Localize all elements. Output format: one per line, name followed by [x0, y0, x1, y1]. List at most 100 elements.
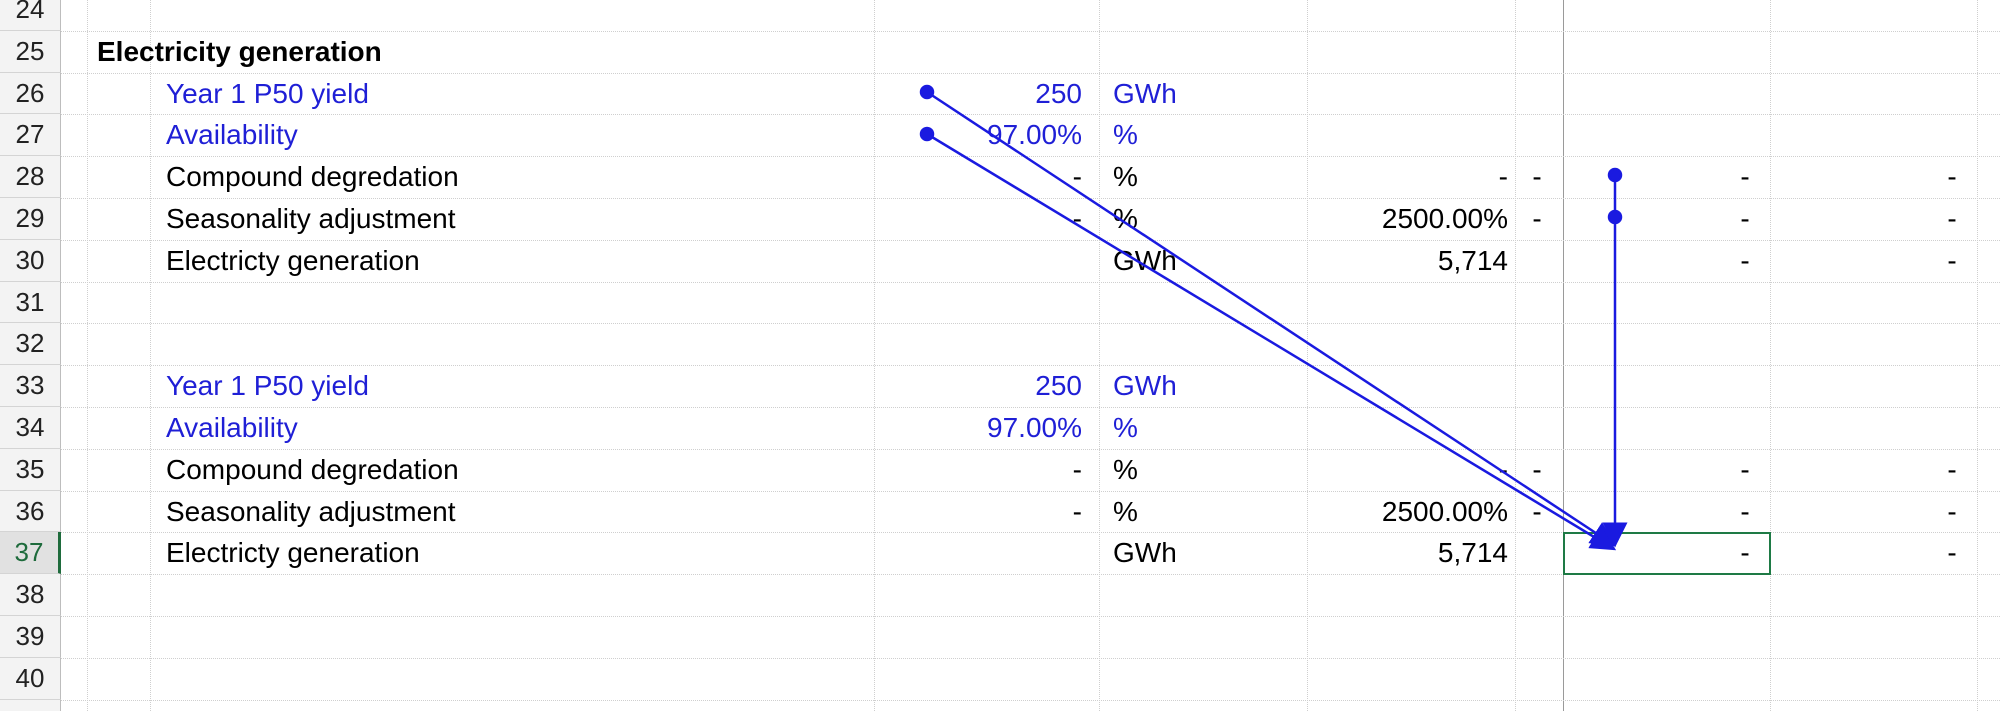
grid-line	[61, 72, 2000, 74]
grid-line	[61, 407, 2000, 408]
selected-cell	[1563, 532, 1771, 576]
row-header: 27	[0, 114, 61, 157]
grid-line	[61, 448, 2000, 450]
precedent-arrow	[926, 132, 1617, 551]
cell-g: -	[1532, 495, 1542, 527]
row-header: 38	[0, 574, 61, 616]
cell-h: -	[1740, 495, 1750, 527]
grid-line	[1563, 0, 1564, 711]
cell-value: 97.00%	[987, 119, 1082, 151]
grid-line	[61, 114, 2000, 116]
cell-unit: %	[1113, 119, 1138, 151]
cell-g: -	[1532, 453, 1542, 485]
grid-line	[61, 657, 2000, 659]
row-header: 30	[0, 239, 61, 282]
cell-value: 97.00%	[987, 412, 1082, 443]
row-header: 29	[0, 198, 61, 240]
grid-line	[61, 198, 2000, 199]
row-header: 39	[0, 616, 61, 658]
grid-line	[61, 30, 2000, 32]
cell-h: -	[1740, 453, 1750, 485]
grid-line	[1307, 0, 1308, 711]
row-header: 33	[0, 365, 61, 407]
cell-label: Availability	[166, 119, 298, 151]
precedent-arrow	[926, 90, 1617, 547]
row-header: 36	[0, 490, 61, 533]
cell-unit: GWh	[1113, 537, 1177, 569]
arrow-dot	[919, 84, 935, 100]
arrow-dot	[919, 126, 935, 142]
cell-value: 250	[1035, 77, 1082, 109]
grid-line	[150, 0, 151, 711]
row-header: 25	[0, 30, 61, 73]
cell-label: Year 1 P50 yield	[166, 370, 369, 402]
cell-f: -	[1498, 453, 1508, 485]
cell-label: Availability	[166, 412, 298, 443]
cell-g: -	[1532, 161, 1542, 193]
row-header: 32	[0, 323, 61, 366]
row-header: 41	[0, 699, 61, 711]
grid-line	[61, 699, 2000, 701]
cell-h: -	[1740, 161, 1750, 193]
row-header: 37	[0, 532, 61, 575]
grid-line	[61, 616, 2000, 617]
grid-line	[1977, 0, 1978, 711]
cell-g: -	[1532, 203, 1542, 234]
cell-value: -	[1072, 203, 1082, 234]
grid-line	[61, 490, 2000, 492]
cell-value: 250	[1035, 370, 1082, 402]
cell-title: Electricity generation	[97, 35, 382, 67]
grid-line	[61, 365, 2000, 367]
cell-unit: %	[1113, 161, 1138, 193]
cell-label: Electricty generation	[166, 244, 420, 276]
grid-line	[874, 0, 875, 711]
cell-f: -	[1498, 161, 1508, 193]
cell-label: Compound degredation	[166, 161, 459, 193]
cell-f: 5,714	[1437, 244, 1508, 276]
cell-h: -	[1740, 203, 1750, 234]
cell-i: -	[1947, 537, 1957, 569]
cell-h: -	[1740, 537, 1750, 569]
cell-label: Electricty generation	[166, 537, 420, 569]
arrow-dot	[1607, 209, 1623, 225]
arrow-dot	[1607, 167, 1623, 183]
cell-value: -	[1072, 495, 1082, 527]
grid-line	[1770, 0, 1771, 711]
row-header: 26	[0, 72, 61, 115]
grid-line	[1515, 0, 1516, 711]
grid-line	[61, 281, 2000, 283]
grid-line	[61, 156, 2000, 158]
cell-label: Seasonality adjustment	[166, 495, 456, 527]
grid-line	[61, 532, 2000, 534]
cell-label: Compound degredation	[166, 453, 459, 485]
row-header: 28	[0, 156, 61, 198]
cell-unit: GWh	[1113, 370, 1177, 402]
cell-i: -	[1947, 495, 1957, 527]
cell-unit: GWh	[1113, 77, 1177, 109]
row-header: 35	[0, 448, 61, 491]
row-header: 40	[0, 657, 61, 700]
row-header: 24	[0, 0, 61, 31]
cell-i: -	[1947, 244, 1957, 276]
cell-unit: %	[1113, 453, 1138, 485]
cell-f: 2500.00%	[1381, 495, 1508, 527]
cell-label: Seasonality adjustment	[166, 203, 456, 234]
cell-i: -	[1947, 203, 1957, 234]
cell-value: -	[1072, 453, 1082, 485]
cell-f: 2500.00%	[1381, 203, 1508, 234]
cell-value: -	[1072, 161, 1082, 193]
grid-line	[61, 574, 2000, 576]
cell-unit: %	[1113, 495, 1138, 527]
grid-line	[87, 0, 88, 711]
cell-f: 5,714	[1437, 537, 1508, 569]
cell-i: -	[1947, 453, 1957, 485]
grid-line	[1099, 0, 1100, 711]
grid-line	[61, 323, 2000, 325]
cell-label: Year 1 P50 yield	[166, 77, 369, 109]
grid-line	[61, 239, 2000, 241]
cell-h: -	[1740, 244, 1750, 276]
cell-unit: %	[1113, 412, 1138, 443]
